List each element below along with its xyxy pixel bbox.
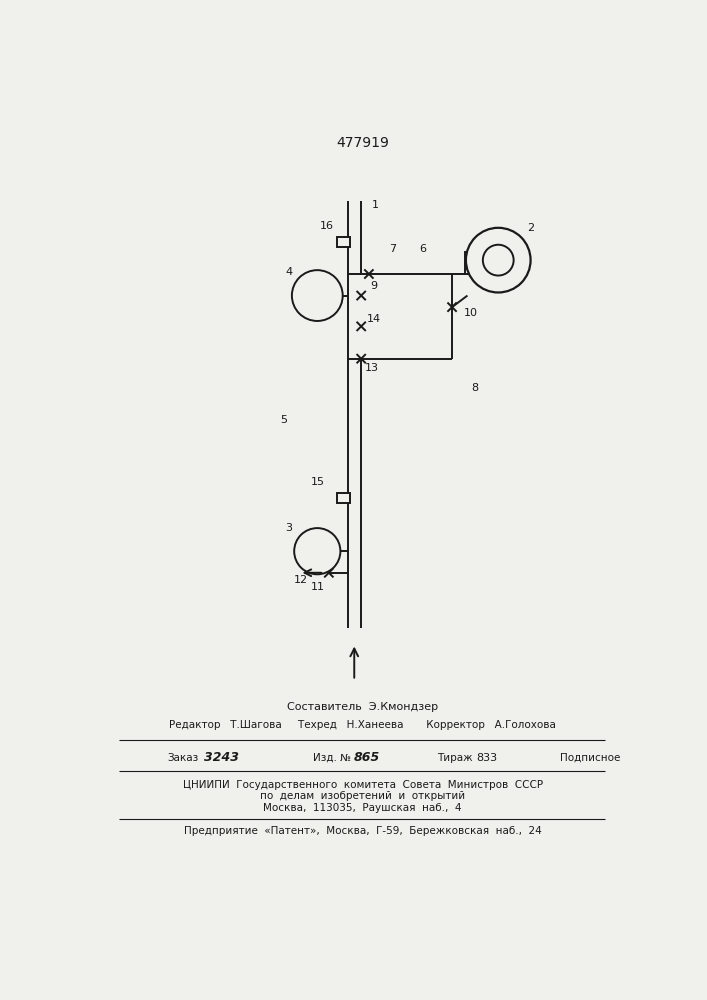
Text: Изд. №: Изд. №	[313, 753, 351, 763]
Text: 3243: 3243	[204, 751, 239, 764]
Bar	[337, 493, 350, 503]
Text: 5: 5	[281, 415, 288, 425]
Text: ЦНИИПИ  Государственного  комитета  Совета  Министров  СССР: ЦНИИПИ Государственного комитета Совета …	[182, 780, 543, 790]
Text: 3: 3	[286, 523, 292, 533]
Circle shape	[292, 270, 343, 321]
Bar	[337, 237, 350, 247]
Text: Подписное: Подписное	[560, 753, 620, 763]
Text: 6: 6	[419, 244, 426, 254]
Text: Заказ: Заказ	[167, 753, 199, 763]
Text: Редактор   Т.Шагова     Техред   Н.Ханеева       Корректор   А.Голохова: Редактор Т.Шагова Техред Н.Ханеева Корре…	[169, 720, 556, 730]
Text: 10: 10	[464, 308, 477, 318]
Text: Предприятие  «Патент»,  Москва,  Г-59,  Бережковская  наб.,  24: Предприятие «Патент», Москва, Г-59, Бере…	[184, 826, 542, 836]
Circle shape	[483, 245, 514, 276]
Text: 7: 7	[389, 244, 397, 254]
Text: 14: 14	[366, 314, 380, 324]
Text: 833: 833	[477, 753, 498, 763]
Circle shape	[294, 528, 340, 574]
Text: 865: 865	[354, 751, 380, 764]
Text: 16: 16	[320, 221, 334, 231]
Text: Составитель  Э.Кмондзер: Составитель Э.Кмондзер	[287, 702, 438, 712]
Text: 8: 8	[472, 383, 479, 393]
Text: 477919: 477919	[337, 136, 389, 150]
Text: Тираж: Тираж	[437, 753, 472, 763]
Text: 15: 15	[311, 477, 325, 487]
Text: 13: 13	[365, 363, 379, 373]
Text: 9: 9	[370, 281, 377, 291]
Text: по  делам  изобретений  и  открытий: по делам изобретений и открытий	[260, 791, 465, 801]
Text: 4: 4	[285, 267, 293, 277]
Text: Москва,  113035,  Раушская  наб.,  4: Москва, 113035, Раушская наб., 4	[264, 803, 462, 813]
Text: 1: 1	[372, 200, 378, 210]
Text: 12: 12	[294, 575, 308, 585]
Text: 2: 2	[527, 223, 534, 233]
Circle shape	[466, 228, 530, 292]
Text: 11: 11	[311, 582, 325, 592]
Bar	[465, 252, 482, 274]
